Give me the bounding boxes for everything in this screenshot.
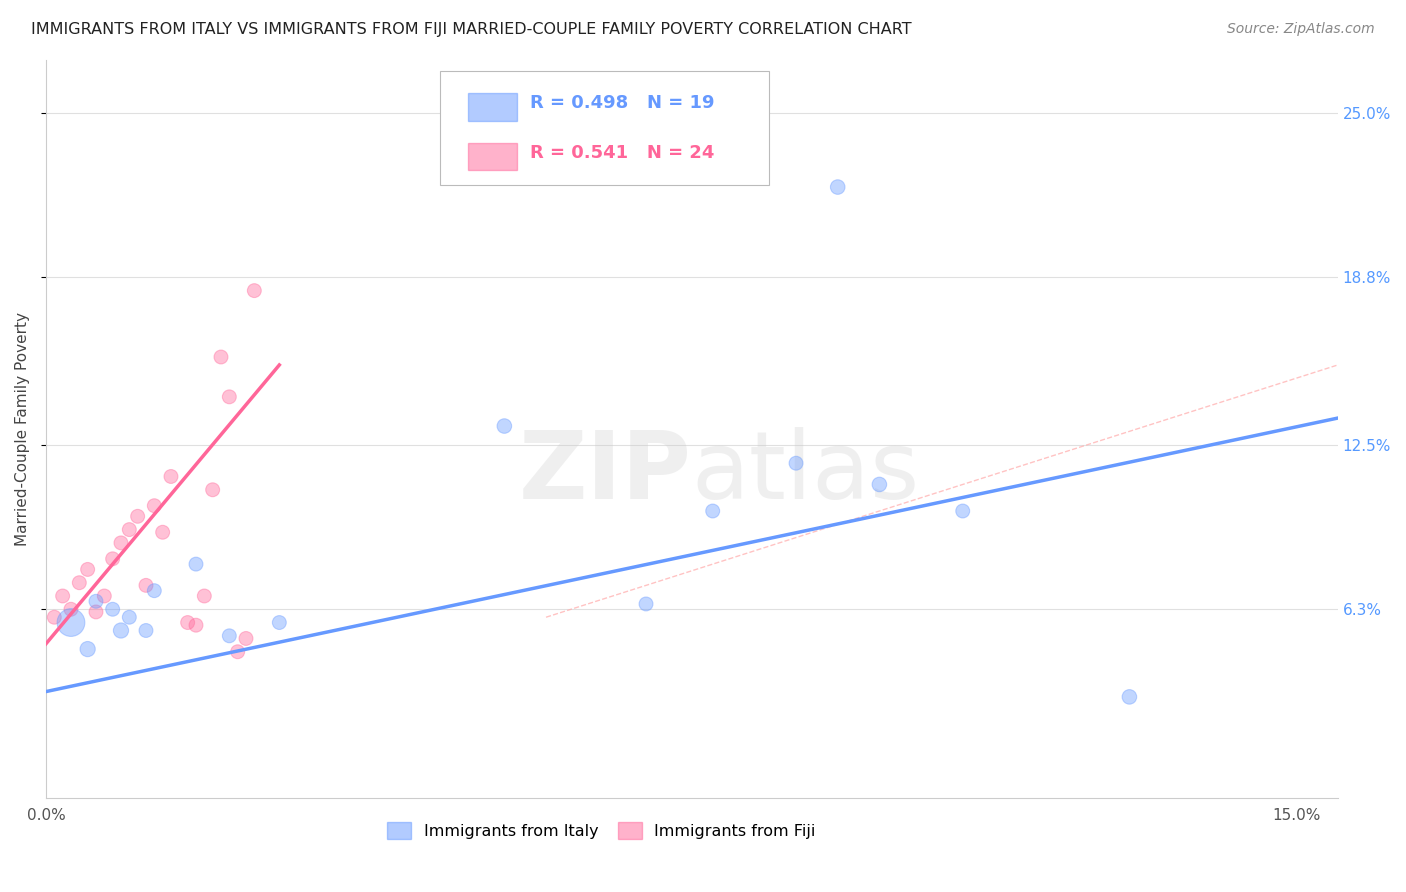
Point <box>59 602 82 616</box>
Point <box>209 350 232 364</box>
Point <box>702 504 724 518</box>
Point <box>176 615 198 630</box>
Point <box>110 536 132 550</box>
Point <box>235 632 257 646</box>
Point <box>118 523 141 537</box>
Text: R = 0.498   N = 19: R = 0.498 N = 19 <box>530 94 714 112</box>
Text: IMMIGRANTS FROM ITALY VS IMMIGRANTS FROM FIJI MARRIED-COUPLE FAMILY POVERTY CORR: IMMIGRANTS FROM ITALY VS IMMIGRANTS FROM… <box>31 22 911 37</box>
Point <box>143 499 166 513</box>
Point <box>193 589 215 603</box>
Point <box>218 390 240 404</box>
Point <box>101 602 124 616</box>
Point <box>827 180 849 194</box>
Point <box>201 483 224 497</box>
Bar <box>468 143 517 170</box>
Point <box>952 504 974 518</box>
Point <box>868 477 890 491</box>
Point <box>243 284 266 298</box>
Point <box>59 615 82 630</box>
Point <box>785 456 807 470</box>
Point <box>160 469 183 483</box>
Legend: Immigrants from Italy, Immigrants from Fiji: Immigrants from Italy, Immigrants from F… <box>381 816 823 846</box>
Point <box>52 589 75 603</box>
Point <box>184 557 207 571</box>
Point <box>101 551 124 566</box>
Point <box>1118 690 1140 704</box>
Point <box>184 618 207 632</box>
Point <box>494 419 516 434</box>
Point <box>93 589 115 603</box>
Point <box>76 642 98 657</box>
Point <box>634 597 657 611</box>
Point <box>218 629 240 643</box>
Text: atlas: atlas <box>692 427 920 519</box>
Point <box>118 610 141 624</box>
Point <box>76 562 98 576</box>
Point <box>84 605 107 619</box>
Point <box>143 583 166 598</box>
Point <box>226 645 249 659</box>
FancyBboxPatch shape <box>440 70 769 186</box>
Y-axis label: Married-Couple Family Poverty: Married-Couple Family Poverty <box>15 311 30 546</box>
Text: R = 0.541   N = 24: R = 0.541 N = 24 <box>530 144 714 161</box>
Text: ZIP: ZIP <box>519 427 692 519</box>
Point <box>127 509 149 524</box>
Bar <box>468 93 517 120</box>
Point <box>84 594 107 608</box>
Point <box>44 610 66 624</box>
Point <box>269 615 291 630</box>
Point <box>135 578 157 592</box>
Point <box>110 624 132 638</box>
Point <box>135 624 157 638</box>
Point <box>152 525 174 540</box>
Text: Source: ZipAtlas.com: Source: ZipAtlas.com <box>1227 22 1375 37</box>
Point <box>67 575 90 590</box>
